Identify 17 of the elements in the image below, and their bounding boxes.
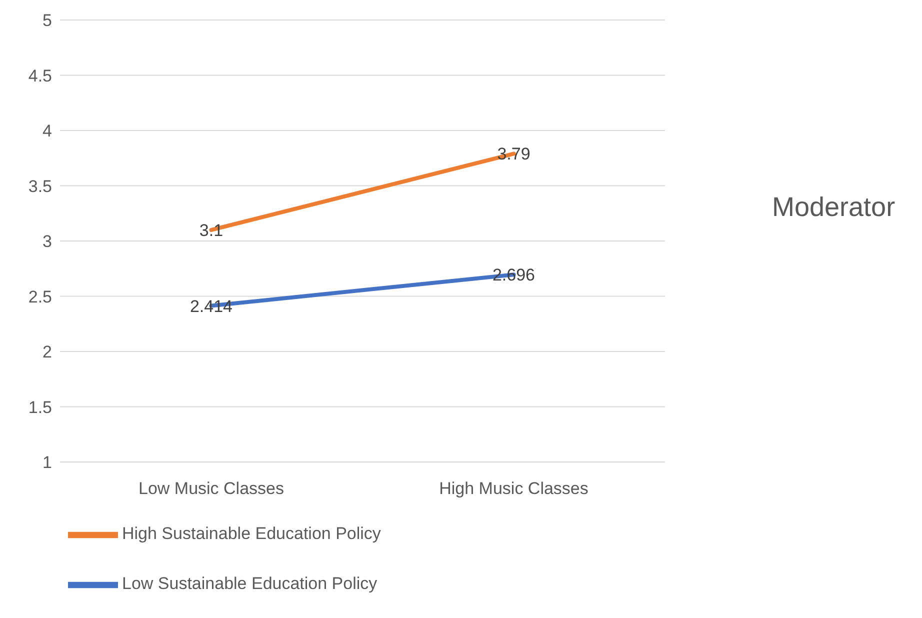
text: Moderator xyxy=(772,192,896,223)
legend-label: Low Sustainable Education Policy xyxy=(122,574,378,594)
y-tick-label: 2 xyxy=(42,342,52,362)
y-tick-label: 4 xyxy=(42,122,52,141)
legend-label: High Sustainable Education Policy xyxy=(122,524,381,544)
y-tick-label: 4.5 xyxy=(28,66,52,86)
data-label: 2.414 xyxy=(190,296,233,316)
x-tick-label: Low Music Classes xyxy=(138,479,284,498)
y-tick-label: 5 xyxy=(42,11,52,30)
y-tick-label: 1.5 xyxy=(28,398,52,417)
data-label: 3.79 xyxy=(497,144,530,164)
y-tick-label: 2.5 xyxy=(28,287,52,306)
y-tick-label: 1 xyxy=(42,453,52,472)
y-tick-label: 3 xyxy=(42,232,52,252)
y-tick-label: 3.5 xyxy=(28,176,52,196)
data-label: 2.696 xyxy=(492,266,536,285)
x-tick-label: High Music Classes xyxy=(439,479,588,498)
